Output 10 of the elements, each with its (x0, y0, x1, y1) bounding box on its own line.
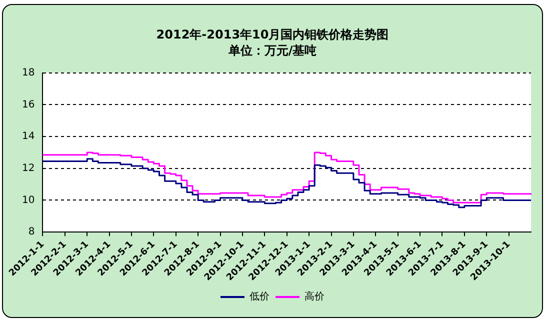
chart-subtitle: 单位：万元/基吨 (227, 44, 317, 58)
legend-label: 低价 (250, 290, 270, 303)
chart-title: 2012年-2013年10月国内钼铁价格走势图 (156, 27, 389, 42)
legend-label: 高价 (304, 290, 324, 303)
y-tick-label: 16 (22, 99, 35, 110)
y-tick-label: 18 (22, 67, 35, 78)
y-tick-label: 12 (22, 162, 35, 174)
y-tick-label: 8 (28, 226, 35, 238)
y-tick-label: 10 (22, 194, 35, 206)
y-tick-label: 14 (22, 131, 35, 142)
